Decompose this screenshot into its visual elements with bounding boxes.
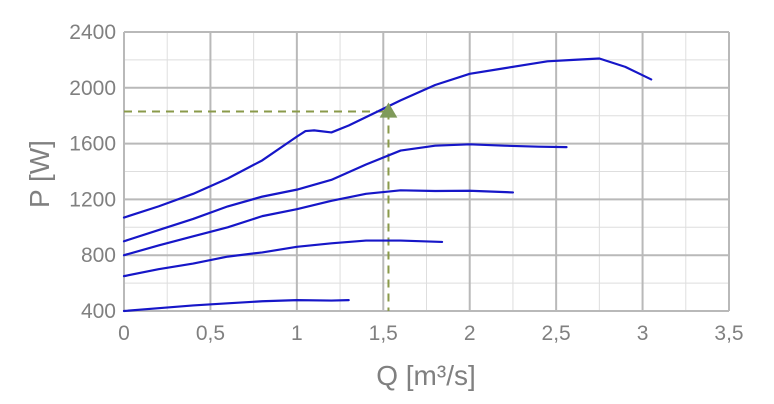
series-group	[122, 57, 653, 313]
series-line-5	[122, 299, 350, 313]
y-tick-label: 400	[81, 300, 116, 323]
operating-point-guides	[124, 110, 390, 311]
series-line-3	[122, 189, 515, 257]
x-tick-label: 0,5	[196, 322, 225, 345]
x-axis-label: Q [m³/s]	[376, 360, 476, 391]
y-tick-label: 800	[81, 244, 116, 267]
x-tick-label: 2,5	[542, 322, 571, 345]
operating-point-marker-group	[379, 102, 398, 118]
operating-point-marker	[379, 102, 398, 118]
x-tick-label: 0	[118, 322, 130, 345]
y-tick-labels: 400 800 1200 1600 2000 2400	[69, 21, 116, 323]
x-tick-label: 3	[637, 322, 649, 345]
x-tick-label: 1	[291, 322, 303, 345]
y-tick-label: 1200	[69, 188, 116, 211]
x-tick-label: 1,5	[369, 322, 398, 345]
series-line-1	[122, 57, 653, 219]
series-line-4	[122, 239, 444, 278]
series-line-2	[122, 143, 568, 243]
y-tick-label: 2400	[69, 21, 116, 44]
x-tick-label: 3,5	[714, 322, 743, 345]
x-tick-label: 2	[464, 322, 476, 345]
y-tick-label: 2000	[69, 77, 116, 100]
x-tick-labels: 0 0,5 1 1,5 2 2,5 3 3,5	[118, 322, 743, 345]
y-axis-label: P [W]	[24, 140, 55, 208]
y-tick-label: 1600	[69, 133, 116, 156]
